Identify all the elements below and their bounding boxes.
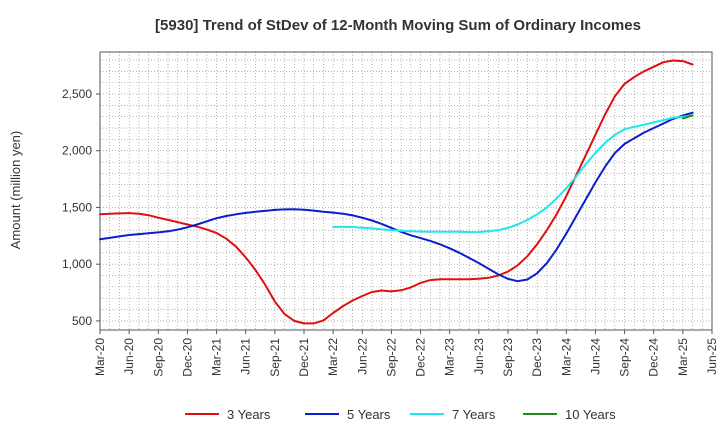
- y-tick-label: 2,000: [62, 144, 92, 158]
- y-tick-label: 1,500: [62, 200, 92, 214]
- x-tick-label: Jun-23: [472, 338, 486, 375]
- x-tick-label: Mar-24: [559, 338, 573, 376]
- x-tick-label: Mar-22: [326, 338, 340, 376]
- plot-frame: [99, 51, 713, 331]
- legend-label-5-years: 5 Years: [347, 407, 391, 422]
- x-tick-label: Sep-24: [618, 338, 632, 377]
- legend-label-3-years: 3 Years: [227, 407, 271, 422]
- x-tick-label: Jun-21: [239, 338, 253, 375]
- x-tick-label: Mar-23: [443, 338, 457, 376]
- series-layer: [99, 59, 694, 325]
- x-tick-label: Sep-22: [384, 338, 398, 377]
- series-line-3-years: [99, 59, 694, 325]
- x-tick-label: Mar-20: [93, 338, 107, 376]
- x-tick-label: Jun-20: [122, 338, 136, 375]
- x-tick-label: Dec-24: [647, 338, 661, 377]
- x-tick-label: Jun-24: [588, 338, 602, 375]
- y-axis-label: Amount (million yen): [8, 131, 23, 250]
- legend: 3 Years 5 Years 7 Years 10 Years: [185, 407, 616, 422]
- legend-label-10-years: 10 Years: [565, 407, 616, 422]
- y-tick-label: 500: [72, 314, 92, 328]
- x-tick-label: Jun-25: [705, 338, 719, 375]
- series-line-5-years: [99, 111, 694, 283]
- x-tick-label: Dec-21: [297, 338, 311, 377]
- x-tick-label: Jun-22: [355, 338, 369, 375]
- series-line-7-years: [332, 114, 694, 234]
- x-tick-label: Sep-20: [151, 338, 165, 377]
- series-line-10-years: [681, 114, 694, 120]
- y-tick-label: 1,000: [62, 257, 92, 271]
- grid: [99, 52, 713, 330]
- x-tick-label: Sep-23: [501, 338, 515, 377]
- chart-title: [5930] Trend of StDev of 12-Month Moving…: [155, 17, 641, 34]
- y-tick-label: 2,500: [62, 87, 92, 101]
- x-tick-label: Dec-22: [414, 338, 428, 377]
- x-tick-label: Sep-21: [268, 338, 282, 377]
- x-tick-label: Mar-25: [676, 338, 690, 376]
- x-tick-label: Mar-21: [210, 338, 224, 376]
- x-tick-label: Dec-20: [180, 338, 194, 377]
- legend-label-7-years: 7 Years: [452, 407, 496, 422]
- axis-ticks: 500 1,000 1,500 2,000 2,500 Mar-20 Jun-20 Sep-2…: [62, 87, 719, 377]
- x-tick-label: Dec-23: [530, 338, 544, 377]
